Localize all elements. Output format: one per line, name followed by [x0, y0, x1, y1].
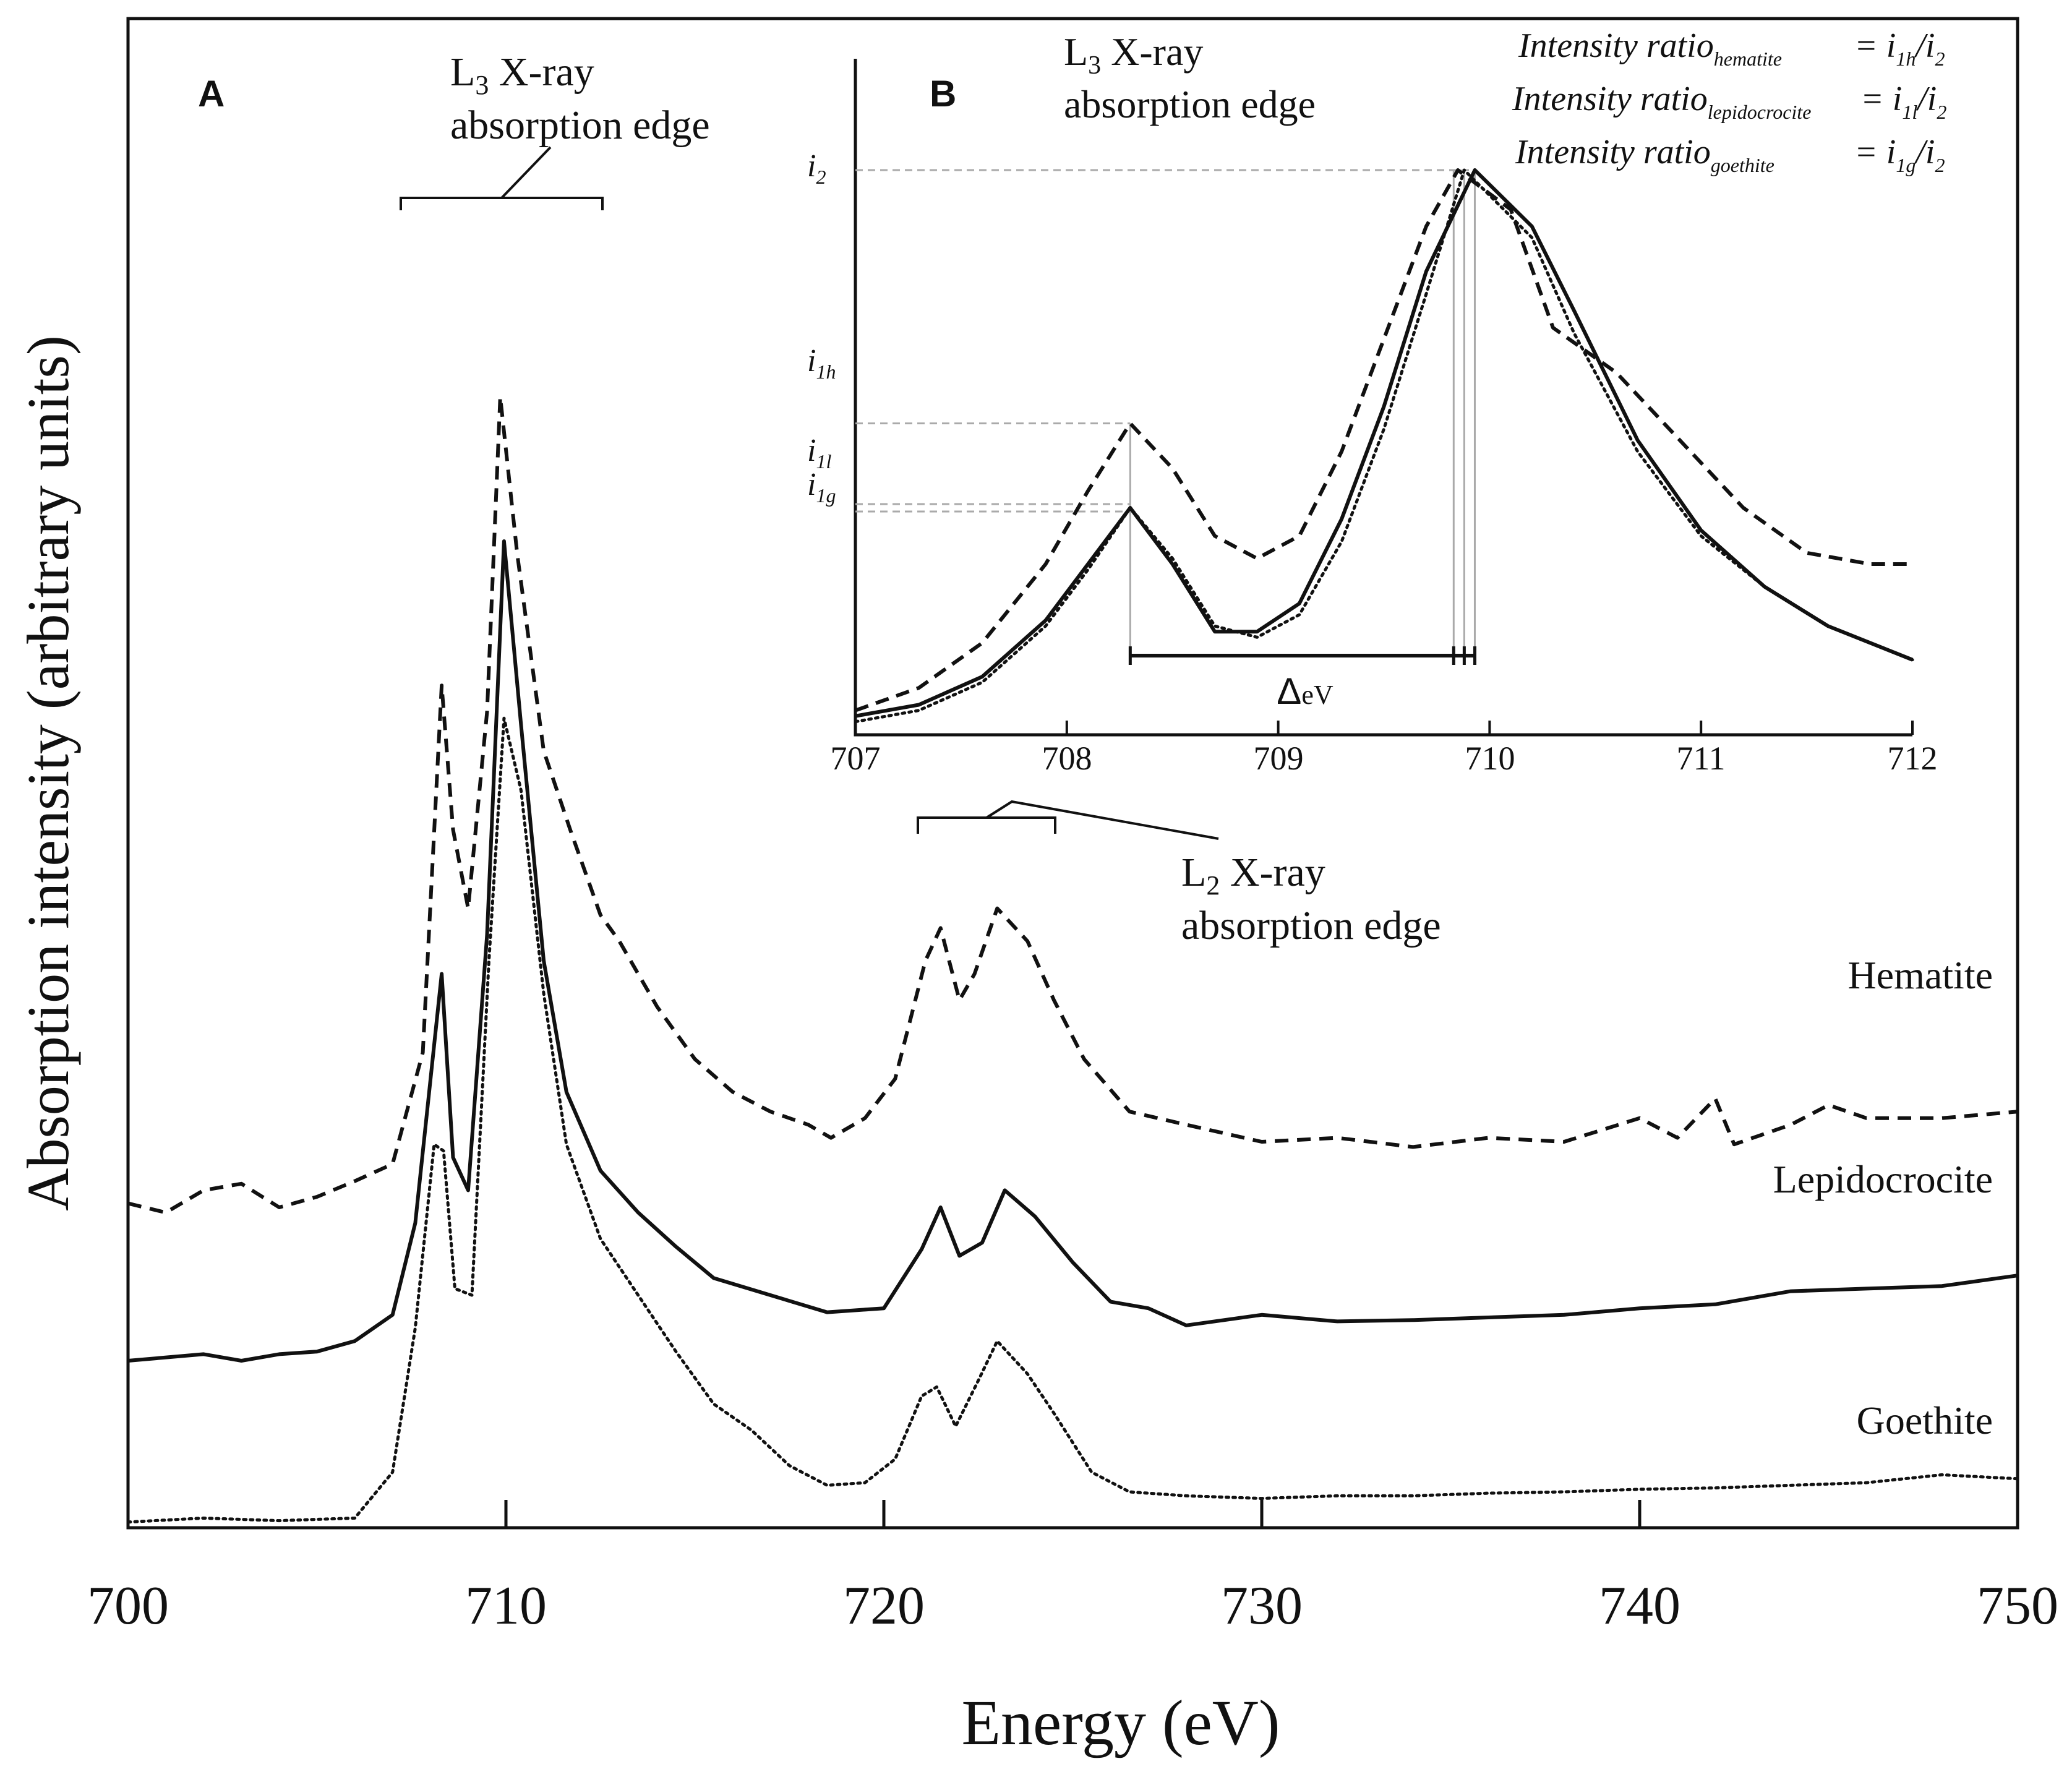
panel-a-frame: [126, 17, 2019, 1530]
series-line-goethite: [126, 716, 2019, 1524]
panel-label-b: B: [930, 73, 956, 114]
y-axis-label: Absorption intensity (arbitrary units): [15, 335, 81, 1211]
l3-edge-label-b-line1: L3 X-ray: [1064, 30, 1203, 80]
peak-guide-lines: [855, 169, 1476, 657]
delta-ev-label: ΔeV: [1277, 670, 1334, 712]
series-label-lepidocrocite: Lepidocrocite: [1773, 1157, 1993, 1201]
inset-tick-label-709: 709: [1254, 740, 1304, 777]
inset-series-line-goethite: [854, 168, 1914, 724]
inset-tick-label-708: 708: [1042, 740, 1092, 777]
panel-b-inset: 707 708 709 710 711 712 ΔeV B L3 X-ray a…: [807, 27, 1946, 777]
label-i1l: i1l: [807, 433, 831, 473]
series-line-lepidocrocite: [127, 539, 2018, 1363]
l2-edge-label-line1: L2 X-ray: [1181, 850, 1325, 901]
equation-goethite-lhs: Intensity ratiogoethite: [1515, 133, 1774, 176]
inset-tick-label-710: 710: [1465, 740, 1515, 777]
tick-label-750: 750: [1977, 1576, 2058, 1636]
delta-ev-bracket: [1128, 646, 1476, 665]
panel-a-tick-labels: 700 710 720 730 740 750: [87, 1576, 2058, 1636]
tick-label-700: 700: [87, 1576, 169, 1636]
l3-edge-label-a-line1: L3 X-ray: [450, 49, 594, 100]
inset-tick-label-711: 711: [1677, 740, 1726, 777]
series-label-hematite: Hematite: [1847, 953, 1993, 997]
inset-tick-label-707: 707: [831, 740, 881, 777]
equation-goethite-rhs: = i1g/i2: [1854, 133, 1945, 176]
l2-edge-label-line2: absorption edge: [1181, 903, 1441, 948]
inset-tick-label-712: 712: [1888, 740, 1938, 777]
inset-series-line-lepidocrocite: [855, 168, 1914, 718]
panel-label-a: A: [198, 73, 225, 114]
l2-edge-bracket: [917, 800, 1219, 840]
tick-label-730: 730: [1221, 1576, 1303, 1636]
l3-edge-label-a-line2: absorption edge: [450, 103, 710, 148]
label-i1g: i1g: [807, 467, 836, 507]
panel-a: 700 710 720 730 740 750 Energy (eV) Abso…: [15, 17, 2058, 1758]
series-label-goethite: Goethite: [1857, 1398, 1993, 1442]
inset-series-line-hematite: [854, 168, 1912, 713]
tick-label-720: 720: [843, 1576, 925, 1636]
label-i2: i2: [807, 148, 826, 188]
inset-background: [854, 59, 1914, 736]
intensity-ratio-equations: Intensity ratiohematite = i1h/i2 Intensi…: [1512, 27, 1946, 176]
x-axis-label: Energy (eV): [962, 1687, 1280, 1758]
equation-hematite-rhs: = i1h/i2: [1854, 27, 1945, 70]
tick-label-740: 740: [1599, 1576, 1680, 1636]
equation-lepidocrocite-lhs: Intensity ratiolepidocrocite: [1512, 80, 1811, 123]
label-i1h: i1h: [807, 343, 836, 383]
equation-lepidocrocite-rhs: = i1l/i2: [1860, 80, 1946, 123]
l3-edge-bracket-a: [400, 146, 604, 210]
panel-b-tick-labels: 707 708 709 710 711 712: [831, 740, 1938, 777]
series-line-hematite: [127, 395, 2018, 1215]
tick-label-710: 710: [465, 1576, 547, 1636]
l3-edge-label-b-line2: absorption edge: [1064, 82, 1316, 126]
equation-hematite-lhs: Intensity ratiohematite: [1518, 27, 1782, 70]
